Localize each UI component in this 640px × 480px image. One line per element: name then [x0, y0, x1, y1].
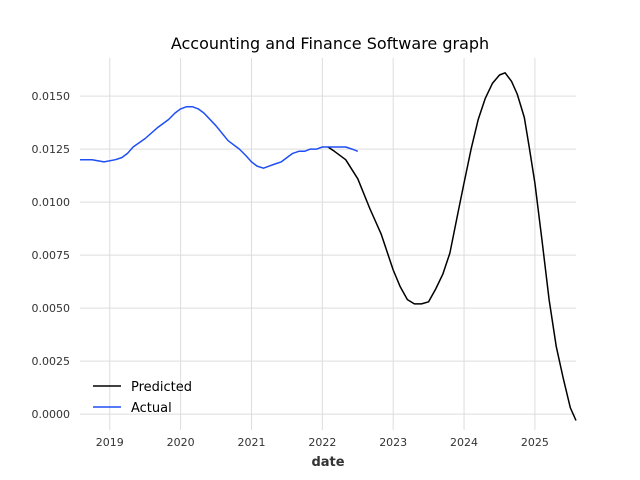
y-tick-label: 0.0050 [32, 302, 71, 315]
legend-label-predicted: Predicted [131, 380, 192, 395]
x-tick-label: 2020 [167, 436, 195, 449]
series-line-predicted [327, 72, 577, 421]
x-tick-label: 2019 [96, 436, 124, 449]
y-tick-label: 0.0100 [32, 196, 71, 209]
x-tick-label: 2022 [308, 436, 336, 449]
grid [80, 58, 576, 430]
x-tick-label: 2021 [237, 436, 265, 449]
x-axis-label: date [311, 455, 344, 470]
x-tick-label: 2025 [521, 436, 549, 449]
y-tick-label: 0.0000 [32, 408, 71, 421]
y-axis-ticks: 0.0000 0.0025 0.0050 0.0075 0.0100 0.0125 0.01… [32, 90, 71, 421]
y-tick-label: 0.0075 [32, 249, 71, 262]
y-tick-label: 0.0150 [32, 90, 71, 103]
x-tick-label: 2023 [379, 436, 407, 449]
y-tick-label: 0.0025 [32, 355, 71, 368]
series-lines [80, 72, 577, 421]
legend: Predicted Actual [93, 380, 192, 416]
legend-label-actual: Actual [131, 401, 172, 416]
x-tick-label: 2024 [450, 436, 478, 449]
chart-title: Accounting and Finance Software graph [171, 34, 489, 53]
x-axis-ticks: 2019 2020 2021 2022 2023 2024 2025 [96, 436, 549, 449]
series-line-actual [80, 106, 359, 169]
y-tick-label: 0.0125 [32, 143, 71, 156]
